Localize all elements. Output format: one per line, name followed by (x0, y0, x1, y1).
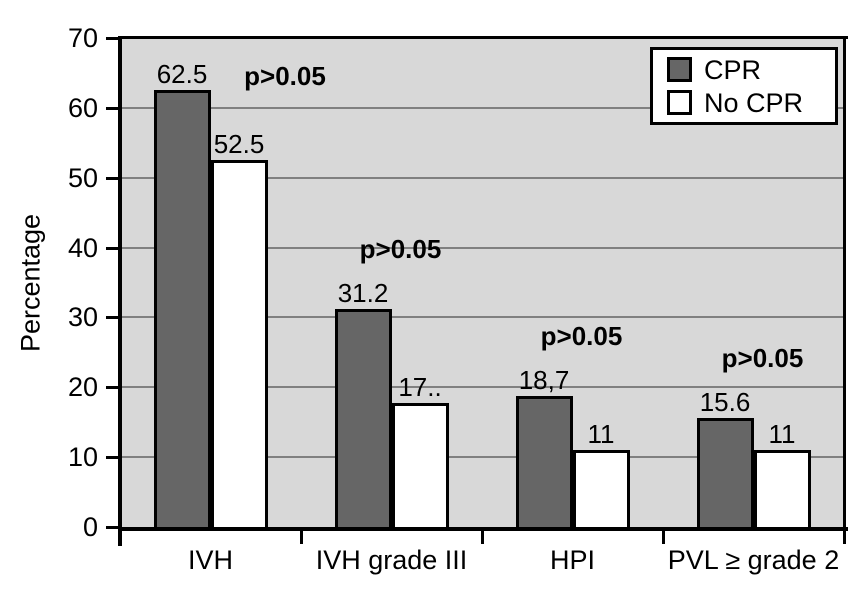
value-label-cpr-ivh: 62.5 (156, 59, 208, 90)
y-tick-30 (106, 316, 120, 320)
y-tick-60 (106, 106, 120, 110)
p-value-label-ivh-grade-iii: p>0.05 (359, 234, 442, 265)
x-axis-label-ivh-grade-iii: IVH grade III (315, 545, 468, 575)
value-label-cpr-ivh-grade-iii: 31.2 (337, 278, 389, 309)
legend-label-no-cpr: No CPR (704, 87, 804, 118)
bar-cpr-ivh (153, 90, 211, 530)
x-tick-1 (300, 527, 303, 544)
x-axis-label-hpi: HPI (549, 545, 595, 575)
bar-no-cpr-pvl-grade-2 (753, 450, 811, 530)
bar-no-cpr-hpi (572, 450, 630, 530)
gridline-20 (120, 386, 844, 389)
y-axis-line (118, 36, 122, 546)
x-tick-0 (119, 527, 122, 544)
bar-cpr-pvl-grade-2 (696, 418, 754, 530)
legend-box: CPR No CPR (650, 47, 838, 125)
y-tick-label-0: 0 (82, 512, 98, 542)
y-tick-label-20: 20 (67, 372, 98, 403)
bar-no-cpr-ivh (210, 160, 268, 530)
cpr-swatch-icon (667, 57, 692, 82)
y-tick-label-70: 70 (67, 23, 98, 53)
value-label-no-cpr-ivh-grade-iii: 17.. (398, 371, 442, 402)
gridline-60 (120, 106, 844, 109)
legend-item-no-cpr: No CPR (667, 89, 835, 117)
y-tick-label-50: 50 (67, 162, 98, 193)
y-tick-40 (106, 246, 120, 250)
y-tick-10 (106, 456, 120, 460)
value-label-cpr-pvl-grade-2: 15.6 (699, 387, 751, 418)
x-tick-4 (843, 527, 846, 544)
gridline-10 (120, 456, 844, 459)
gridline-40 (120, 246, 844, 249)
y-tick-label-30: 30 (67, 302, 98, 333)
value-label-no-cpr-ivh: 52.5 (213, 129, 265, 160)
y-tick-0 (106, 526, 120, 529)
x-axis-label-ivh: IVH (187, 545, 233, 575)
y-tick-label-40: 40 (67, 232, 98, 263)
value-label-no-cpr-hpi: 11 (587, 419, 615, 450)
p-value-label-pvl-grade-2: p>0.05 (721, 343, 804, 374)
gridline-50 (120, 176, 844, 179)
bar-no-cpr-ivh-grade-iii (391, 402, 449, 530)
y-tick-label-60: 60 (67, 92, 98, 123)
gridline-30 (120, 316, 844, 319)
y-tick-20 (106, 386, 120, 390)
x-tick-2 (481, 527, 484, 544)
p-value-label-ivh: p>0.05 (244, 61, 326, 92)
p-value-label-hpi: p>0.05 (540, 321, 623, 352)
legend-item-cpr: CPR (667, 56, 835, 84)
y-tick-70 (106, 37, 120, 40)
x-axis-label-pvl-grade-2: PVL ≥ grade 2 (667, 545, 840, 575)
y-tick-50 (106, 176, 120, 180)
value-label-cpr-hpi: 18,7 (518, 365, 570, 396)
legend-label-cpr: CPR (704, 54, 762, 85)
bar-cpr-ivh-grade-iii (334, 309, 392, 530)
plot-border-right (843, 36, 846, 531)
y-tick-label-10: 10 (67, 442, 98, 473)
plot-border-top (118, 36, 848, 39)
x-tick-3 (662, 527, 665, 544)
bar-cpr-hpi (515, 396, 573, 530)
value-label-no-cpr-pvl-grade-2: 11 (768, 419, 796, 450)
no-cpr-swatch-icon (667, 90, 692, 115)
